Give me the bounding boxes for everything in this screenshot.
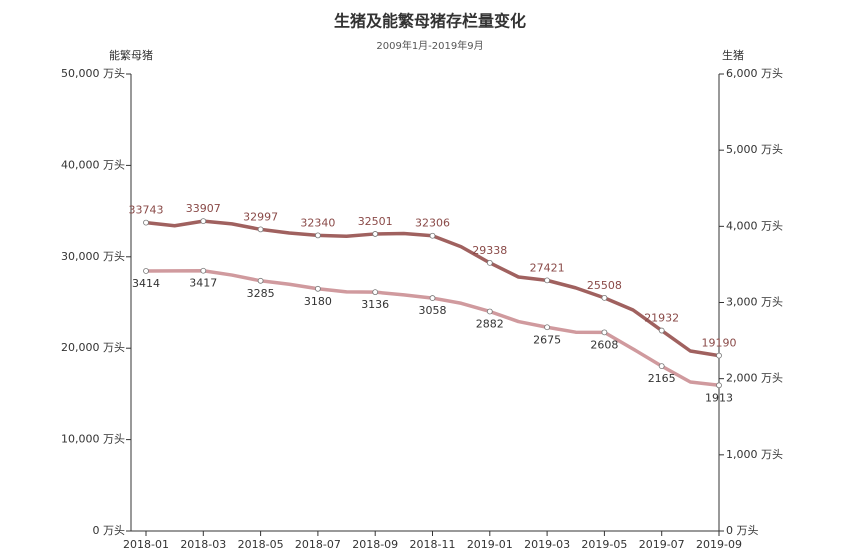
data-label: 3285	[247, 287, 275, 300]
data-label: 25508	[587, 279, 622, 292]
y-tick-label: 30,000 万头	[61, 250, 125, 263]
y-tick-label: 40,000 万头	[61, 158, 125, 171]
y-tick-label: 20,000 万头	[61, 341, 125, 354]
x-tick-label: 2018-05	[238, 538, 284, 551]
data-label: 29338	[472, 244, 507, 257]
data-point	[314, 232, 321, 239]
data-point	[601, 294, 608, 301]
data-label: 33907	[186, 202, 221, 215]
y-tick-label: 50,000 万头	[61, 67, 125, 80]
data-point	[544, 277, 550, 284]
x-tick-label: 2019-01	[467, 538, 513, 551]
chart-subtitle: 2009年1月-2019年9月	[376, 39, 483, 52]
x-tick-label: 2018-11	[410, 538, 456, 551]
data-label: 2608	[590, 338, 618, 351]
data-point	[601, 329, 608, 336]
data-point	[200, 267, 207, 274]
data-point	[372, 289, 379, 296]
data-label: 32306	[415, 217, 450, 230]
data-label: 1913	[705, 391, 733, 404]
y2-axis-title: 生猪	[722, 48, 744, 62]
data-label: 3417	[189, 277, 217, 290]
data-point	[314, 285, 321, 292]
y-axis-title: 能繁母猪	[109, 48, 153, 62]
data-point	[716, 352, 722, 359]
y2-tick-label: 6,000 万头	[726, 67, 783, 80]
y2-tick-label: 4,000 万头	[726, 219, 783, 232]
x-tick-label: 2019-03	[524, 538, 570, 551]
x-tick-label: 2019-05	[581, 538, 627, 551]
data-label: 32997	[243, 210, 278, 223]
data-point	[143, 268, 149, 274]
data-label: 19190	[702, 337, 737, 350]
data-label: 27421	[530, 261, 565, 274]
data-point	[544, 324, 550, 331]
data-label: 32501	[358, 215, 393, 228]
data-point	[257, 277, 264, 284]
data-label: 3414	[132, 277, 160, 290]
data-point	[486, 259, 493, 266]
x-tick-label: 2019-07	[639, 538, 685, 551]
data-label: 32340	[300, 216, 335, 229]
y2-tick-label: 5,000 万头	[726, 143, 783, 156]
x-tick-label: 2018-07	[295, 538, 341, 551]
y2-tick-label: 0 万头	[726, 524, 759, 537]
x-tick-label: 2018-03	[180, 538, 226, 551]
data-label: 3136	[361, 298, 389, 311]
x-tick-label: 2018-09	[352, 538, 398, 551]
data-label: 33743	[129, 204, 164, 217]
series-line	[145, 219, 720, 358]
x-tick-label: 2018-01	[123, 538, 169, 551]
data-point	[716, 382, 722, 389]
data-point	[200, 218, 207, 224]
data-point	[429, 232, 436, 239]
data-label: 21932	[644, 312, 679, 325]
data-label: 3058	[419, 304, 447, 317]
y-tick-label: 10,000 万头	[61, 433, 125, 446]
data-point	[429, 295, 436, 301]
data-point	[486, 308, 493, 315]
data-point	[257, 226, 264, 233]
chart-title: 生猪及能繁母猪存栏量变化	[334, 12, 526, 31]
data-point	[658, 327, 665, 334]
data-label: 2882	[476, 317, 504, 330]
data-point	[143, 219, 149, 226]
y2-tick-label: 1,000 万头	[726, 448, 783, 461]
x-tick-label: 2019-09	[696, 538, 742, 551]
data-point	[372, 231, 379, 237]
data-point	[658, 363, 665, 369]
data-label: 2675	[533, 333, 561, 346]
data-label: 2165	[648, 372, 676, 385]
y2-tick-label: 2,000 万头	[726, 372, 783, 385]
y2-tick-label: 3,000 万头	[726, 296, 783, 309]
series-line	[145, 268, 720, 388]
y-tick-label: 0 万头	[93, 524, 126, 537]
data-label: 3180	[304, 295, 332, 308]
